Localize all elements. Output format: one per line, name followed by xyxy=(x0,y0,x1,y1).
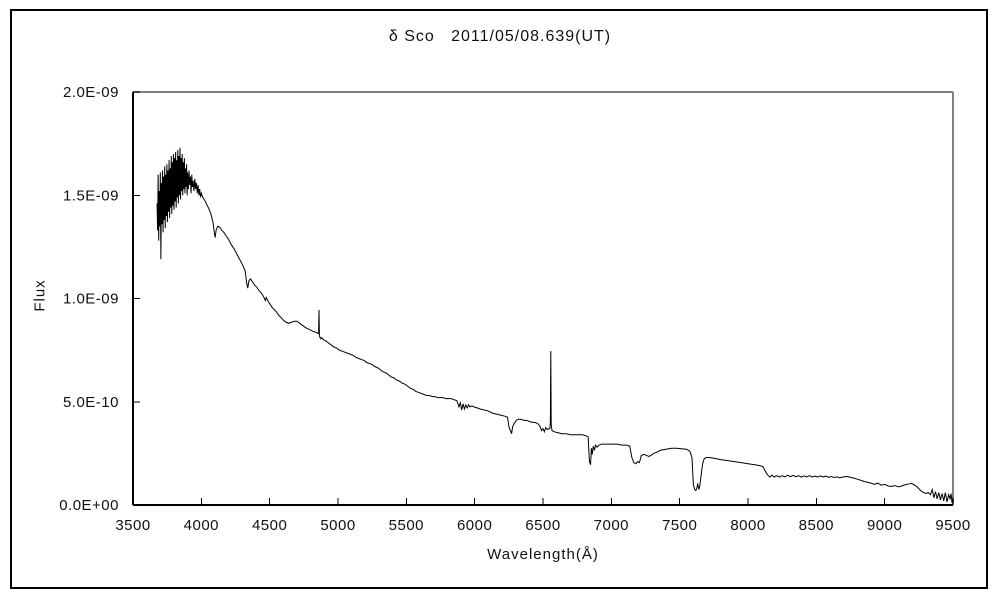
y-tick-labels: 0.0E+00 5.0E-10 1.0E-09 1.5E-09 2.0E-09 xyxy=(59,84,119,514)
x-tick-label: 9000 xyxy=(867,517,902,534)
chart-title: δ Sco 2011/05/08.639(UT) xyxy=(388,28,612,45)
x-tick-label: 8000 xyxy=(730,517,765,534)
y-tick-label: 1.5E-09 xyxy=(63,187,119,204)
x-tick-label: 9500 xyxy=(935,517,970,534)
x-axis-title: Wavelength(Å) xyxy=(487,546,599,563)
x-axis-ticks xyxy=(132,498,954,505)
spectrum-line xyxy=(156,147,954,504)
x-tick-label: 8500 xyxy=(799,517,834,534)
x-tick-label: 7000 xyxy=(594,517,629,534)
y-tick-label: 0.0E+00 xyxy=(59,497,119,514)
x-tick-label: 6000 xyxy=(457,517,492,534)
y-tick-label: 5.0E-10 xyxy=(63,394,119,411)
x-tick-label: 3500 xyxy=(115,517,150,534)
y-tick-label: 2.0E-09 xyxy=(63,84,119,101)
y-axis-ticks xyxy=(133,91,140,506)
x-tick-label: 6500 xyxy=(525,517,560,534)
x-tick-label: 5500 xyxy=(389,517,424,534)
plot-frame xyxy=(132,91,954,506)
x-tick-label: 4000 xyxy=(184,517,219,534)
x-tick-label: 4500 xyxy=(252,517,287,534)
x-tick-label: 5000 xyxy=(320,517,355,534)
x-tick-label: 7500 xyxy=(662,517,697,534)
y-tick-label: 1.0E-09 xyxy=(63,291,119,308)
x-tick-labels: 3500 4000 4500 5000 5500 6000 6500 7000 7500 8000… xyxy=(115,517,970,534)
